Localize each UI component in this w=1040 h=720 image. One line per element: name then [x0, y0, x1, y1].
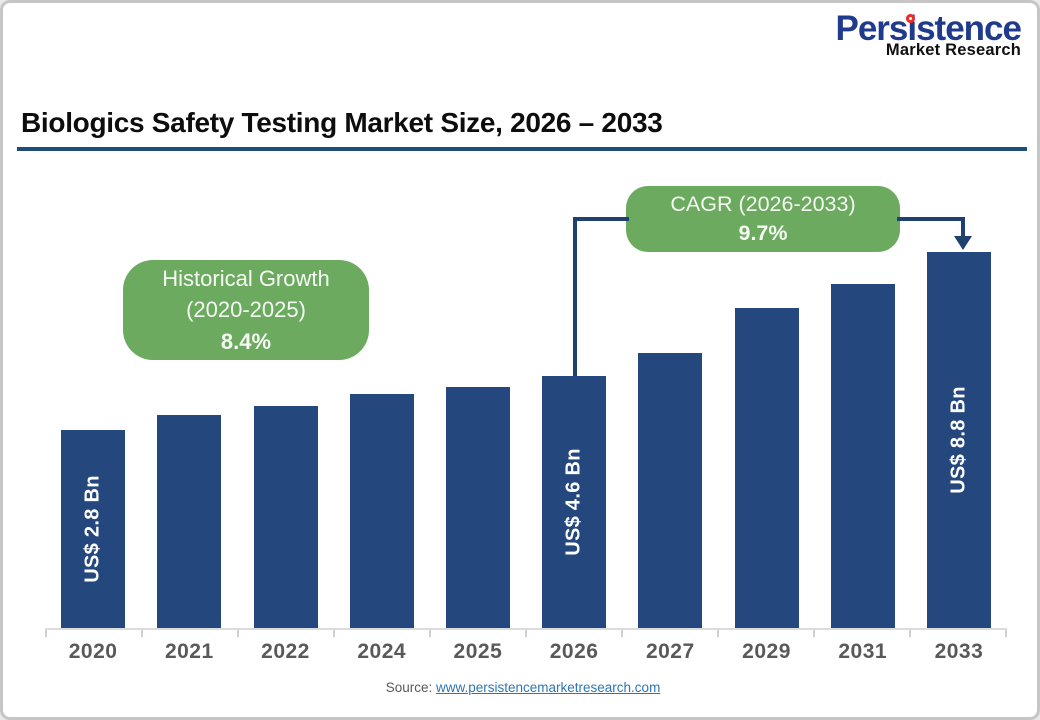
- historical-growth-line1: Historical Growth: [162, 266, 330, 292]
- logo-red-dot-icon: [906, 14, 916, 23]
- x-axis-label-2033: 2033: [934, 640, 984, 663]
- logo: Persistence Market Research: [835, 9, 1022, 59]
- bar-2031: [830, 284, 895, 628]
- bar-column-2029: [718, 203, 814, 628]
- bar-column-2021: [141, 203, 237, 628]
- cagr-bracket-right-vertical: [961, 217, 965, 237]
- x-axis-label-2031: 2031: [838, 640, 888, 663]
- bar-2026: US$ 4.6 Bn: [542, 376, 607, 628]
- title-underline: [17, 147, 1027, 151]
- bar-chart: US$ 2.8 Bn US$ 4.6 Bn US$ 8.8 Bn: [45, 203, 1007, 630]
- logo-tagline: Market Research: [885, 41, 1021, 59]
- bar-column-2031: [815, 203, 911, 628]
- bar-2022: [253, 406, 318, 628]
- cagr-callout: CAGR (2026-2033) 9.7%: [626, 186, 900, 252]
- page-title: Biologics Safety Testing Market Size, 20…: [21, 107, 663, 138]
- tick-2025: [429, 630, 525, 637]
- down-arrow-icon: [954, 236, 972, 250]
- source-prefix: Source:: [385, 680, 433, 695]
- bar-column-2026: US$ 4.6 Bn: [526, 203, 622, 628]
- historical-growth-value: 8.4%: [220, 328, 272, 354]
- cagr-value: 9.7%: [738, 221, 788, 245]
- bar-2029: [734, 308, 799, 628]
- x-axis-labels: 2020 2021 2022 2024 2025 2026 2027 2029 2031 2033: [45, 640, 1007, 664]
- cagr-bracket-left-vertical: [573, 217, 577, 378]
- bar-value-label-2020: US$ 2.8 Bn: [81, 475, 104, 583]
- tick-2031: [813, 630, 909, 637]
- x-axis-label-2021: 2021: [164, 640, 214, 663]
- tick-2021: [141, 630, 237, 637]
- bar-2024: [349, 394, 414, 628]
- x-axis-label-2029: 2029: [742, 640, 791, 663]
- bar-2020: US$ 2.8 Bn: [61, 430, 126, 628]
- x-axis-label-2027: 2027: [645, 640, 695, 663]
- bar-value-label-2026: US$ 4.6 Bn: [562, 448, 585, 556]
- bar-2027: [638, 353, 703, 628]
- tick-2020: [45, 630, 141, 637]
- x-axis-label-2024: 2024: [357, 640, 407, 663]
- source-line: Source: www.persistencemarketresearch.co…: [3, 680, 1037, 695]
- tick-2022: [237, 630, 333, 637]
- x-axis-label-2020: 2020: [68, 640, 118, 663]
- logo-wordmark: Persistence: [835, 9, 1022, 48]
- bar-column-2022: [237, 203, 333, 628]
- tick-2029: [717, 630, 813, 637]
- bar-2021: [157, 415, 222, 628]
- bar-column-2020: US$ 2.8 Bn: [45, 203, 141, 628]
- logo-name-text: Persistence: [835, 9, 1022, 48]
- bar-2025: [445, 387, 510, 628]
- x-axis-label-2025: 2025: [453, 640, 503, 663]
- source-link[interactable]: www.persistencemarketresearch.com: [435, 680, 661, 695]
- x-axis-label-2022: 2022: [261, 640, 310, 663]
- tick-2024: [333, 630, 429, 637]
- x-axis-ticks: [45, 630, 1007, 637]
- bar-value-label-2033: US$ 8.8 Bn: [947, 386, 970, 494]
- cagr-bracket-left-horizontal: [573, 217, 629, 221]
- tick-2026: [525, 630, 621, 637]
- bar-2033: US$ 8.8 Bn: [926, 252, 991, 628]
- cagr-line1: CAGR (2026-2033): [670, 191, 856, 216]
- historical-growth-line2: (2020-2025): [186, 297, 306, 323]
- cagr-bracket-right-horizontal: [897, 217, 965, 221]
- x-axis-label-2026: 2026: [549, 640, 599, 663]
- tick-2033: [909, 630, 1005, 637]
- historical-growth-callout: Historical Growth (2020-2025) 8.4%: [123, 260, 369, 360]
- bar-column-2027: [622, 203, 718, 628]
- bar-column-2025: [430, 203, 526, 628]
- tick-2027: [621, 630, 717, 637]
- bar-column-2033: US$ 8.8 Bn: [911, 203, 1007, 628]
- bar-column-2024: [334, 203, 430, 628]
